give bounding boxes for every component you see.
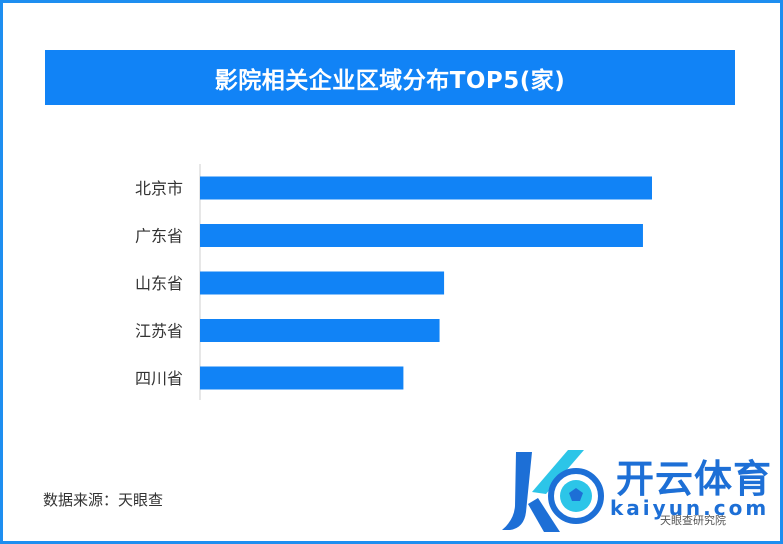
category-label-4: 四川省 <box>135 369 183 388</box>
category-label-2: 山东省 <box>135 274 183 293</box>
bar-3 <box>200 319 440 342</box>
chart-title-bar: 影院相关企业区域分布TOP5(家) <box>45 50 735 105</box>
watermark-brand: 开云体育 <box>616 457 773 501</box>
data-source: 数据来源：天眼查 <box>43 491 164 509</box>
watermark-mini: 天眼查研究院 <box>660 514 726 527</box>
category-label-0: 北京市 <box>135 179 183 198</box>
chart-title: 影院相关企业区域分布TOP5(家) <box>214 67 566 94</box>
watermark-url: kaiyun.com <box>610 496 770 520</box>
watermark: 开云体育 kaiyun.com 天眼查研究院 <box>498 440 780 540</box>
bar-4 <box>200 366 404 390</box>
bar-1 <box>200 224 643 247</box>
kaiyun-logo-icon <box>502 450 604 532</box>
bar-0 <box>200 176 652 200</box>
bar-2 <box>200 271 445 295</box>
category-label-1: 广东省 <box>135 227 183 246</box>
category-label-3: 江苏省 <box>135 322 183 341</box>
